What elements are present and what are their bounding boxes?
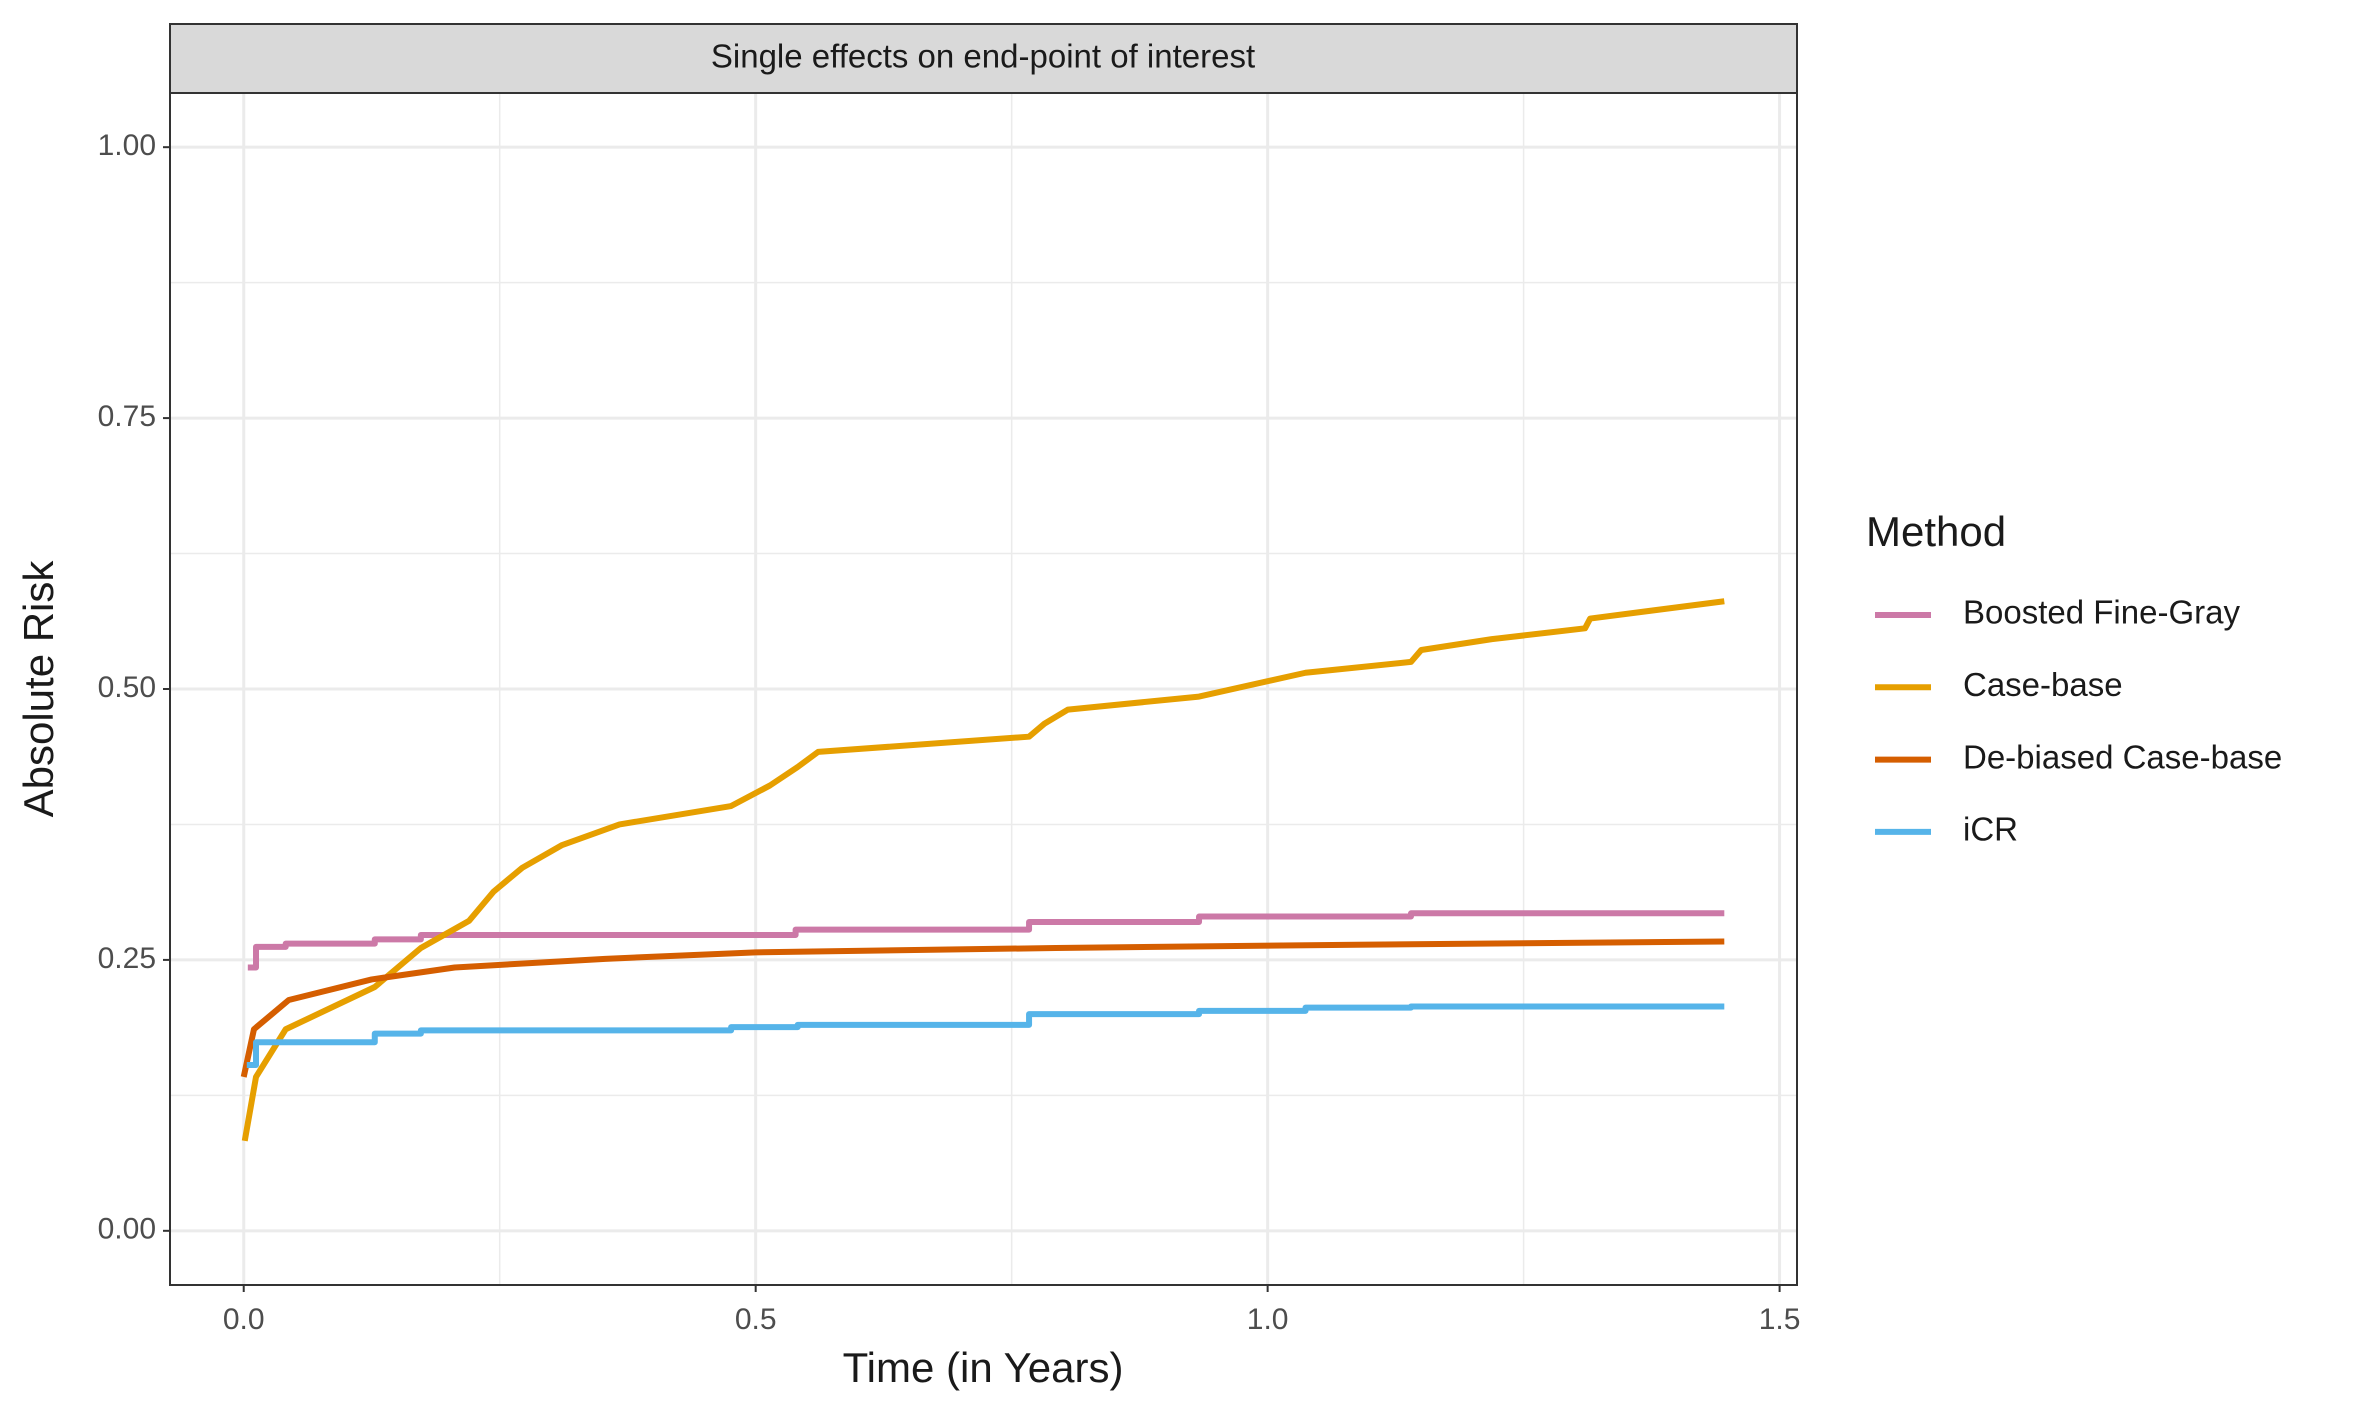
x-tick-label: 1.0 (1247, 1303, 1289, 1336)
legend-title: Method (1866, 508, 2006, 555)
legend-label: Case-base (1963, 666, 2123, 703)
y-tick-label: 1.00 (98, 129, 156, 162)
series-line (247, 910, 1725, 971)
series-line (240, 938, 1725, 1078)
series-line (241, 598, 1725, 1142)
legend-label: iCR (1963, 811, 2018, 848)
x-tick-label: 0.5 (735, 1303, 777, 1336)
y-tick-label: 0.00 (98, 1213, 156, 1246)
plot-area (170, 93, 1797, 1285)
strip (169, 23, 1798, 94)
panel-border (169, 92, 1798, 1286)
y-tick-label: 0.50 (98, 671, 156, 704)
series-line (246, 1003, 1725, 1069)
legend-label: De-biased Case-base (1963, 738, 2282, 775)
x-axis-title: Time (in Years) (843, 1344, 1124, 1391)
legend-label: Boosted Fine-Gray (1963, 594, 2240, 631)
y-tick-label: 0.25 (98, 942, 156, 975)
x-tick-label: 1.5 (1759, 1303, 1801, 1336)
chart-title: Single effects on end-point of interest (711, 38, 1255, 75)
x-tick-label: 0.0 (223, 1303, 265, 1336)
y-axis-title: Absolute Risk (15, 560, 62, 818)
y-tick-label: 0.75 (98, 400, 156, 433)
